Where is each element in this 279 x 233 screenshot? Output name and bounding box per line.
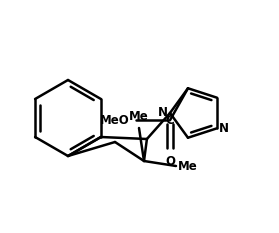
Text: Me: Me	[178, 160, 198, 172]
Text: N: N	[219, 122, 229, 135]
Text: C: C	[166, 114, 174, 127]
Text: O: O	[165, 155, 175, 168]
Text: N: N	[158, 106, 168, 120]
Text: Me: Me	[129, 110, 149, 123]
Text: MeO: MeO	[100, 114, 130, 127]
